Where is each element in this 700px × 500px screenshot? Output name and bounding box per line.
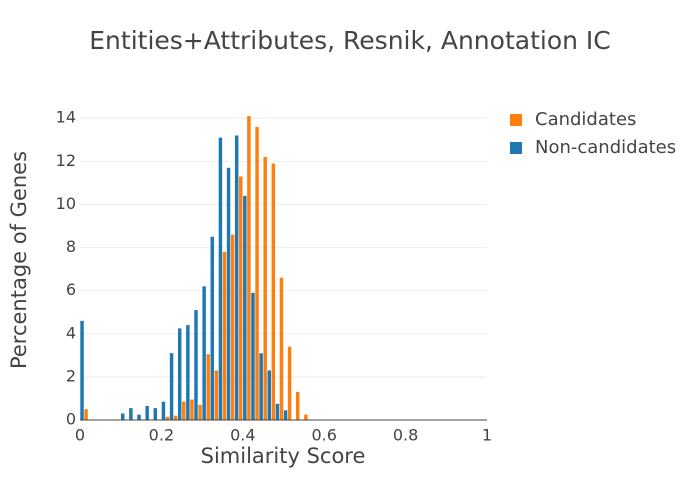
legend-label: Candidates [535,109,636,130]
bar [80,320,84,420]
bar [271,163,276,420]
bar [186,325,190,420]
bar [145,405,149,420]
bar [198,404,202,420]
y-tick-label: 12 [56,151,76,170]
bar [153,408,158,420]
legend-swatch [510,142,522,154]
bar [239,176,243,420]
bar [194,310,198,420]
x-tick-label: 0.4 [230,426,255,445]
bar [137,414,141,420]
x-tick-label: 0.2 [149,426,174,445]
x-tick-label: 0 [75,426,85,445]
y-tick-label: 2 [66,366,76,385]
bar [182,401,186,420]
bar [296,391,300,420]
bar [129,408,133,420]
bar [275,403,280,420]
x-tick-label: 0.6 [311,426,336,445]
y-tick-label: 10 [56,194,76,213]
bar [161,401,166,420]
legend-swatch [510,114,522,126]
bar [287,346,292,420]
bar [190,399,194,420]
bar [243,195,247,420]
bar [206,354,210,420]
bar [247,116,251,421]
y-tick-label: 8 [66,237,76,256]
legend-label: Non-candidates [535,137,676,158]
bar [202,286,206,420]
bar [259,353,263,420]
bar [234,135,239,420]
bar [173,415,178,420]
y-tick-label: 0 [66,410,76,429]
bar [279,277,284,420]
bar [283,410,288,420]
bar [267,370,271,420]
bar [263,157,267,421]
bar [84,409,88,420]
bar [222,251,227,420]
y-axis-label: Percentage of Genes [7,151,31,369]
bar [226,167,231,420]
bar [210,236,215,420]
bar [165,416,170,420]
bar [251,292,255,420]
x-axis-label: Similarity Score [201,444,366,468]
y-tick-label: 6 [66,280,76,299]
y-tick-label: 14 [56,108,76,127]
chart-title: Entities+Attributes, Resnik, Annotation … [89,26,610,55]
bar [177,328,182,420]
bar [255,126,259,420]
bar [214,370,219,420]
bar [304,414,308,420]
x-tick-label: 0.8 [393,426,418,445]
bar [121,413,125,420]
x-tick-label: 1 [482,426,492,445]
y-tick-label: 4 [66,323,76,342]
bar [218,137,223,420]
bar [169,353,174,420]
bar [230,234,235,420]
